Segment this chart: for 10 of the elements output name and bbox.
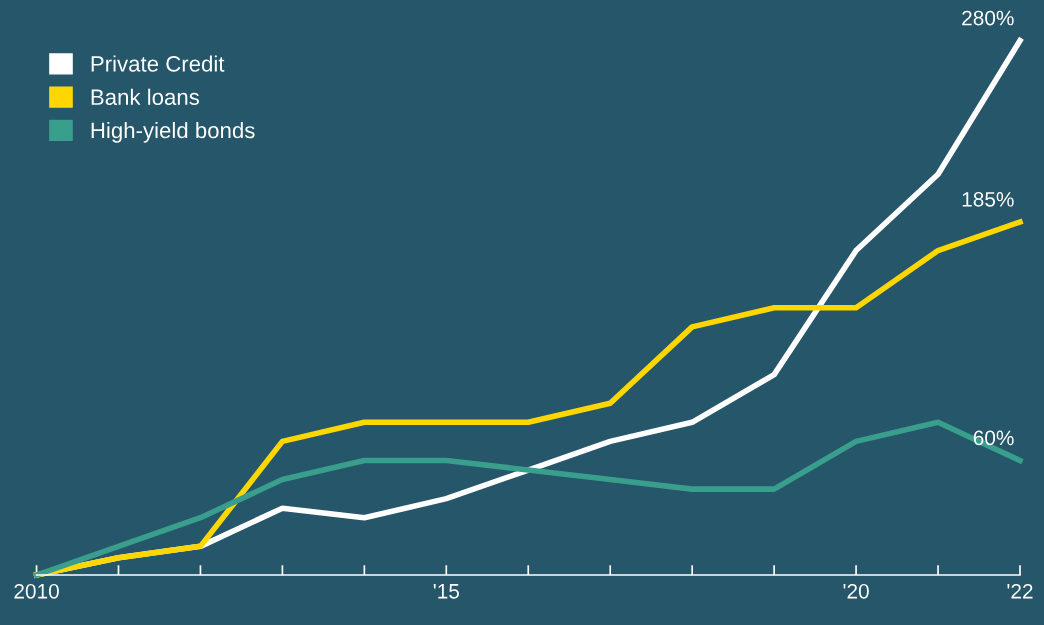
x-tick-label: 2010 — [14, 583, 59, 599]
legend-label: Bank loans — [91, 88, 200, 106]
x-tick-label: '22 — [1007, 583, 1033, 599]
legend-label: High-yield bonds — [91, 121, 255, 143]
legend-label: Private Credit — [91, 55, 225, 72]
data-label: 185% — [962, 191, 1014, 207]
data-label: 280% — [962, 10, 1014, 26]
x-tick-label: '15 — [433, 584, 460, 599]
x-tick-label: '20 — [843, 583, 869, 599]
data-label: 60% — [973, 430, 1014, 446]
